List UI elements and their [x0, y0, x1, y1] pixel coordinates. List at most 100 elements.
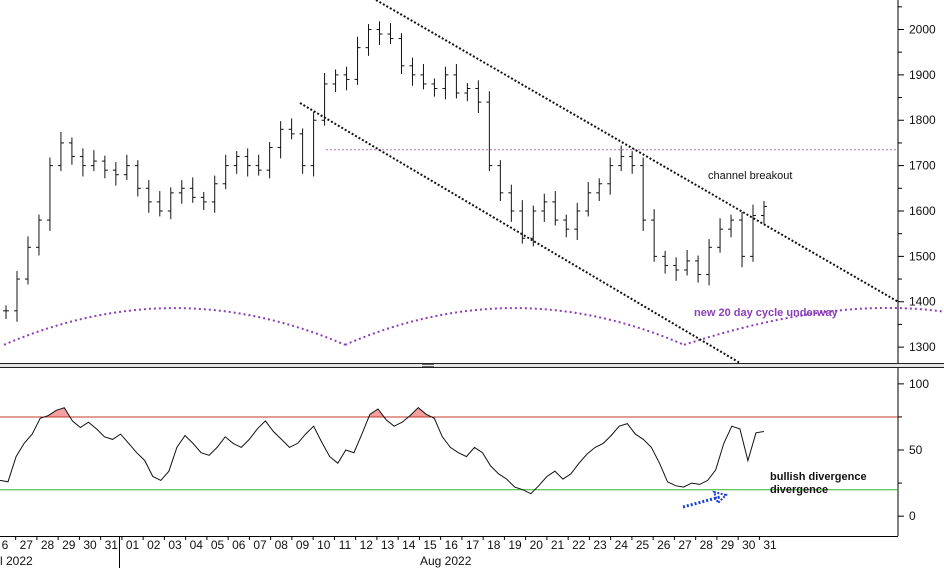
- ohlc-bar: [332, 69, 339, 93]
- cycle-label: new 20 day cycle underway: [694, 307, 839, 319]
- ohlc-bar: [13, 270, 20, 322]
- ohlc-bar: [574, 202, 581, 241]
- date-label: 08: [275, 538, 289, 552]
- price-tick-label: 1500: [909, 249, 936, 263]
- price-tick-label: 2000: [909, 22, 936, 36]
- ohlc-bar: [123, 154, 130, 181]
- date-label: 21: [551, 538, 565, 552]
- price-tick-label: 1400: [909, 295, 936, 309]
- ohlc-bar: [299, 128, 306, 174]
- divergence-arrow: [682, 490, 728, 509]
- date-label: 11: [339, 538, 352, 552]
- ohlc-bar: [200, 191, 207, 211]
- date-labels: 6 27 28 29 30 31 01 02 03 04 05 06 07 08 09 10 11 12 13 14 1…: [2, 536, 777, 552]
- ohlc-bar: [739, 211, 746, 268]
- ohlc-bar: [398, 33, 405, 74]
- ohlc-bar: [343, 66, 350, 91]
- date-label: 06: [232, 538, 246, 552]
- ohlc-bar: [684, 250, 691, 276]
- cycle-arc: [344, 307, 685, 346]
- date-label: 02: [147, 538, 161, 552]
- date-label: 27: [678, 538, 692, 552]
- channel-upper-line: [375, 0, 899, 303]
- ohlc-bar: [629, 151, 636, 174]
- ohlc-bar: [266, 142, 273, 179]
- date-label: 6: [2, 538, 9, 552]
- osc-tick-label: 0: [909, 509, 916, 523]
- date-label: 10: [317, 538, 331, 552]
- ohlc-bar: [420, 63, 427, 90]
- ohlc-bar: [90, 150, 97, 172]
- date-label: 19: [508, 538, 522, 552]
- date-label: 30: [742, 538, 756, 552]
- ohlc-bar: [35, 214, 42, 256]
- price-panel: 1300 1400 1500 1600 1700 1800 1900 2000 channel…: [3, 0, 944, 364]
- ohlc-bar: [475, 80, 482, 113]
- date-label: 22: [572, 538, 586, 552]
- price-tick-label: 1600: [909, 204, 936, 218]
- ohlc-bar: [211, 175, 218, 213]
- date-label: 16: [445, 538, 459, 552]
- price-tick-label: 1900: [909, 68, 936, 82]
- ohlc-bar: [233, 151, 240, 174]
- ohlc-bar: [728, 214, 735, 238]
- ohlc-bar: [145, 180, 152, 213]
- divergence-label-line2: divergence: [770, 484, 828, 496]
- price-tick-label: 1300: [909, 340, 936, 354]
- panel-divider[interactable]: [0, 363, 944, 368]
- period-label-jul: l 2022: [0, 554, 33, 568]
- ohlc-bar: [189, 177, 196, 203]
- ohlc-bar: [761, 201, 767, 224]
- ohlc-bar: [750, 204, 757, 262]
- ohlc-bar: [376, 21, 383, 45]
- ohlc-bar: [3, 305, 9, 319]
- ohlc-bar: [365, 24, 372, 56]
- divergence-label: bullish divergence: [770, 471, 867, 483]
- ohlc-bar: [464, 83, 471, 102]
- ohlc-bar: [508, 184, 515, 222]
- price-tick-label: 1800: [909, 113, 936, 127]
- date-label: 25: [636, 538, 650, 552]
- ohlc-bar: [596, 178, 603, 202]
- ohlc-bar: [101, 155, 108, 179]
- cycle-arc: [3, 307, 346, 346]
- ohlc-bar: [453, 63, 460, 99]
- oscillator-ticks: 0 50 100: [898, 377, 929, 523]
- date-label: 24: [615, 538, 629, 552]
- date-label: 15: [423, 538, 437, 552]
- ohlc-bar: [24, 236, 31, 285]
- date-label: 20: [530, 538, 544, 552]
- ohlc-bar: [277, 121, 284, 159]
- ohlc-bar: [156, 191, 163, 217]
- ohlc-bar: [431, 78, 438, 97]
- date-label: 27: [20, 538, 34, 552]
- price-tick-label: 1700: [909, 159, 936, 173]
- date-axis: 6 27 28 29 30 31 01 02 03 04 05 06 07 08 09 10 11 12 13 14 1…: [0, 536, 898, 568]
- ohlc-bar: [244, 148, 251, 177]
- oscillator-line: [0, 407, 765, 495]
- ohlc-bar: [497, 160, 504, 202]
- date-label: 29: [721, 538, 735, 552]
- channel-lower-line: [299, 102, 741, 364]
- ohlc-bar: [178, 180, 185, 204]
- ohlc-bar: [46, 157, 53, 231]
- date-label: 26: [657, 538, 671, 552]
- ohlc-bar: [563, 214, 570, 238]
- ohlc-bar: [310, 112, 317, 177]
- ohlc-bar: [695, 255, 702, 283]
- oscillator-panel: 0 50 100 bullish divergence divergence: [0, 368, 929, 536]
- ohlc-bar: [354, 36, 361, 85]
- ohlc-bar: [651, 209, 658, 262]
- ohlc-bar: [486, 91, 493, 172]
- date-label: 28: [41, 538, 55, 552]
- ohlc-bar: [288, 118, 295, 140]
- period-label-aug: Aug 2022: [420, 554, 472, 568]
- ohlc-bar: [79, 148, 86, 177]
- cycle-arc: [683, 306, 944, 346]
- ohlc-bar: [552, 191, 559, 226]
- date-label: 31: [763, 538, 777, 552]
- date-label: 18: [487, 538, 501, 552]
- ohlc-bar: [167, 187, 174, 220]
- date-label: 17: [466, 538, 480, 552]
